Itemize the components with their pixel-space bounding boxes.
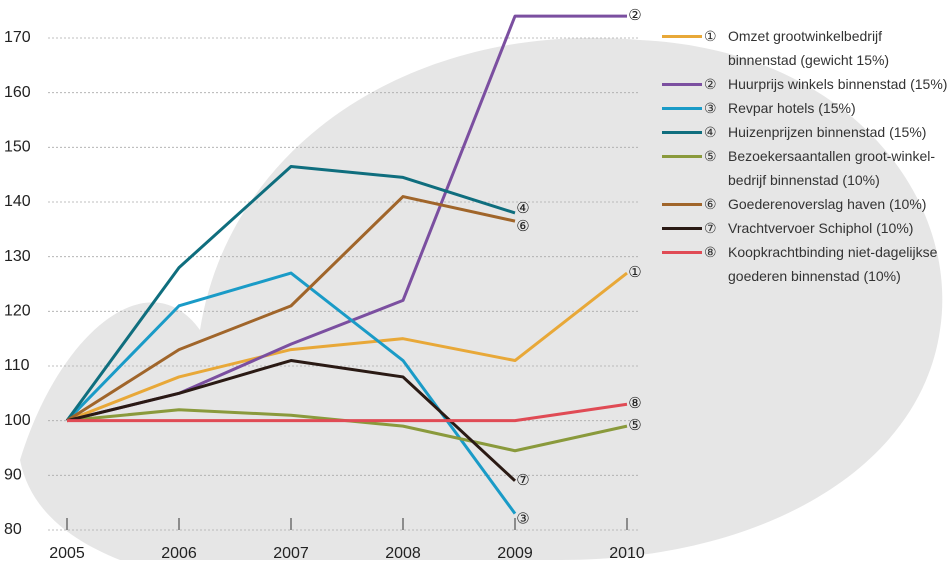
- legend-swatch: [662, 155, 702, 158]
- legend-item: ④ Huizenprijzen binnenstad (15%): [662, 120, 950, 144]
- y-tick-label: 110: [4, 357, 30, 374]
- y-tick-label: 130: [4, 248, 31, 265]
- y-tick-label: 140: [4, 193, 31, 210]
- legend-marker: ①: [704, 28, 717, 44]
- end-marker: ④: [516, 200, 529, 217]
- background-whale: [20, 37, 943, 560]
- series-line: [67, 402, 628, 423]
- legend-item: ⑤ Bezoekersaantallen groot-winkel-bedrijf…: [662, 144, 950, 192]
- y-tick-label: 100: [4, 412, 31, 429]
- legend-swatch: [662, 35, 702, 38]
- legend-item: ② Huurprijs winkels binnenstad (15%): [662, 72, 950, 96]
- x-tick-label: 2009: [497, 545, 533, 562]
- end-marker: ③: [516, 511, 529, 528]
- x-tick-label: 2005: [49, 545, 85, 562]
- legend-swatch: [662, 227, 702, 230]
- legend-marker: ④: [704, 124, 717, 140]
- legend-marker: ⑤: [704, 148, 717, 164]
- legend-label: Vrachtvervoer Schiphol (10%): [728, 220, 914, 236]
- x-tick-label: 2008: [385, 545, 421, 562]
- legend-item: ③ Revpar hotels (15%): [662, 96, 950, 120]
- end-marker: ⑥: [516, 218, 529, 235]
- legend-item: ⑦ Vrachtvervoer Schiphol (10%): [662, 216, 950, 240]
- end-marker: ⑦: [516, 472, 529, 489]
- y-tick-label: 120: [4, 303, 31, 320]
- end-marker: ②: [628, 7, 641, 24]
- series-line: [66, 271, 628, 423]
- series-line: [65, 164, 516, 422]
- legend-swatch: [662, 131, 702, 134]
- y-tick-label: 150: [4, 139, 31, 156]
- y-tick-label: 90: [4, 467, 22, 484]
- end-marker: ①: [628, 264, 641, 281]
- legend-marker: ②: [704, 76, 717, 92]
- legend-item: ⑧ Koopkrachtbinding niet-dagelijkse goede…: [662, 240, 950, 288]
- legend-label: Goederenoverslag haven (10%): [728, 196, 927, 212]
- legend-swatch: [662, 83, 702, 86]
- x-tick-label: 2007: [273, 545, 309, 562]
- series-line: [66, 195, 516, 422]
- legend-swatch: [662, 107, 702, 110]
- legend-item: ① Omzet grootwinkelbedrijf binnenstad (ge…: [662, 24, 950, 72]
- x-tick-label: 2006: [161, 545, 197, 562]
- x-tick-label: 2010: [609, 545, 645, 562]
- legend-label: Huurprijs winkels binnenstad (15%): [728, 76, 948, 92]
- legend-label: Revpar hotels (15%): [728, 100, 856, 116]
- y-tick-label: 80: [4, 521, 22, 538]
- y-tick-label: 160: [4, 84, 31, 101]
- legend-swatch: [662, 251, 702, 254]
- legend-label: Koopkrachtbinding niet-dagelijkse goeder…: [728, 244, 938, 284]
- legend-marker: ⑦: [704, 220, 717, 236]
- y-tick-label: 170: [4, 29, 31, 46]
- legend-swatch: [662, 203, 702, 206]
- legend-label: Bezoekersaantallen groot-winkel-bedrijf …: [728, 148, 935, 188]
- legend-marker: ⑧: [704, 244, 717, 260]
- legend-label: Huizenprijzen binnenstad (15%): [728, 124, 927, 140]
- legend-item: ⑥ Goederenoverslag haven (10%): [662, 192, 950, 216]
- end-marker: ⑤: [628, 417, 641, 434]
- legend-marker: ⑥: [704, 196, 717, 212]
- legend-label: Omzet grootwinkelbedrijf binnenstad (gew…: [728, 28, 890, 68]
- legend: ① Omzet grootwinkelbedrijf binnenstad (ge…: [662, 24, 950, 288]
- legend-marker: ③: [704, 100, 717, 116]
- series-line: [66, 359, 517, 482]
- end-marker: ⑧: [628, 395, 641, 412]
